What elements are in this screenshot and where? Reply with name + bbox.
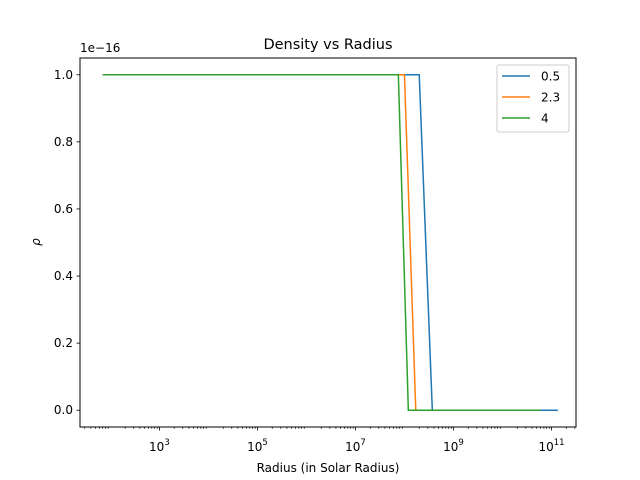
y-tick-label: 0.6 xyxy=(54,202,73,216)
x-tick-label: 1011 xyxy=(538,438,564,454)
y-tick-label: 0.8 xyxy=(54,135,73,149)
x-tick-label: 109 xyxy=(443,438,464,454)
y-tick-label: 0.2 xyxy=(54,336,73,350)
y-tick-label: 0.0 xyxy=(54,403,73,417)
x-tick-label: 105 xyxy=(247,438,268,454)
x-tick-exponent: 9 xyxy=(458,438,463,448)
legend-label-1: 2.3 xyxy=(541,91,560,105)
plot-area xyxy=(102,74,558,411)
axes-frame xyxy=(79,57,577,428)
x-axis: 103 105 107 109 1011 xyxy=(84,427,576,454)
x-tick-base: 10 xyxy=(149,440,164,454)
series-line-2 xyxy=(102,74,541,411)
y-offset-label: 1e−16 xyxy=(80,41,120,55)
y-axis-label: ρ xyxy=(29,238,43,246)
x-tick-base: 10 xyxy=(538,440,553,454)
y-axis: 0.0 0.2 0.4 0.6 0.8 1.0 xyxy=(54,68,80,417)
x-tick-exponent: 3 xyxy=(164,438,169,448)
legend-label-0: 0.5 xyxy=(541,70,560,84)
chart-title: Density vs Radius xyxy=(263,37,392,53)
legend: 0.5 2.3 4 xyxy=(496,64,570,133)
x-tick-base: 10 xyxy=(443,440,458,454)
x-tick-base: 10 xyxy=(247,440,262,454)
legend-label-2: 4 xyxy=(541,112,549,126)
legend-box xyxy=(496,64,570,133)
x-tick-exponent: 11 xyxy=(554,438,565,448)
y-tick-label: 0.4 xyxy=(54,269,73,283)
y-tick-label: 1.0 xyxy=(54,68,73,82)
x-tick-exponent: 7 xyxy=(360,438,365,448)
x-tick-label: 103 xyxy=(149,438,170,454)
x-tick-exponent: 5 xyxy=(262,438,267,448)
x-tick-label: 107 xyxy=(345,438,366,454)
x-axis-label: Radius (in Solar Radius) xyxy=(257,461,400,475)
x-tick-base: 10 xyxy=(345,440,360,454)
